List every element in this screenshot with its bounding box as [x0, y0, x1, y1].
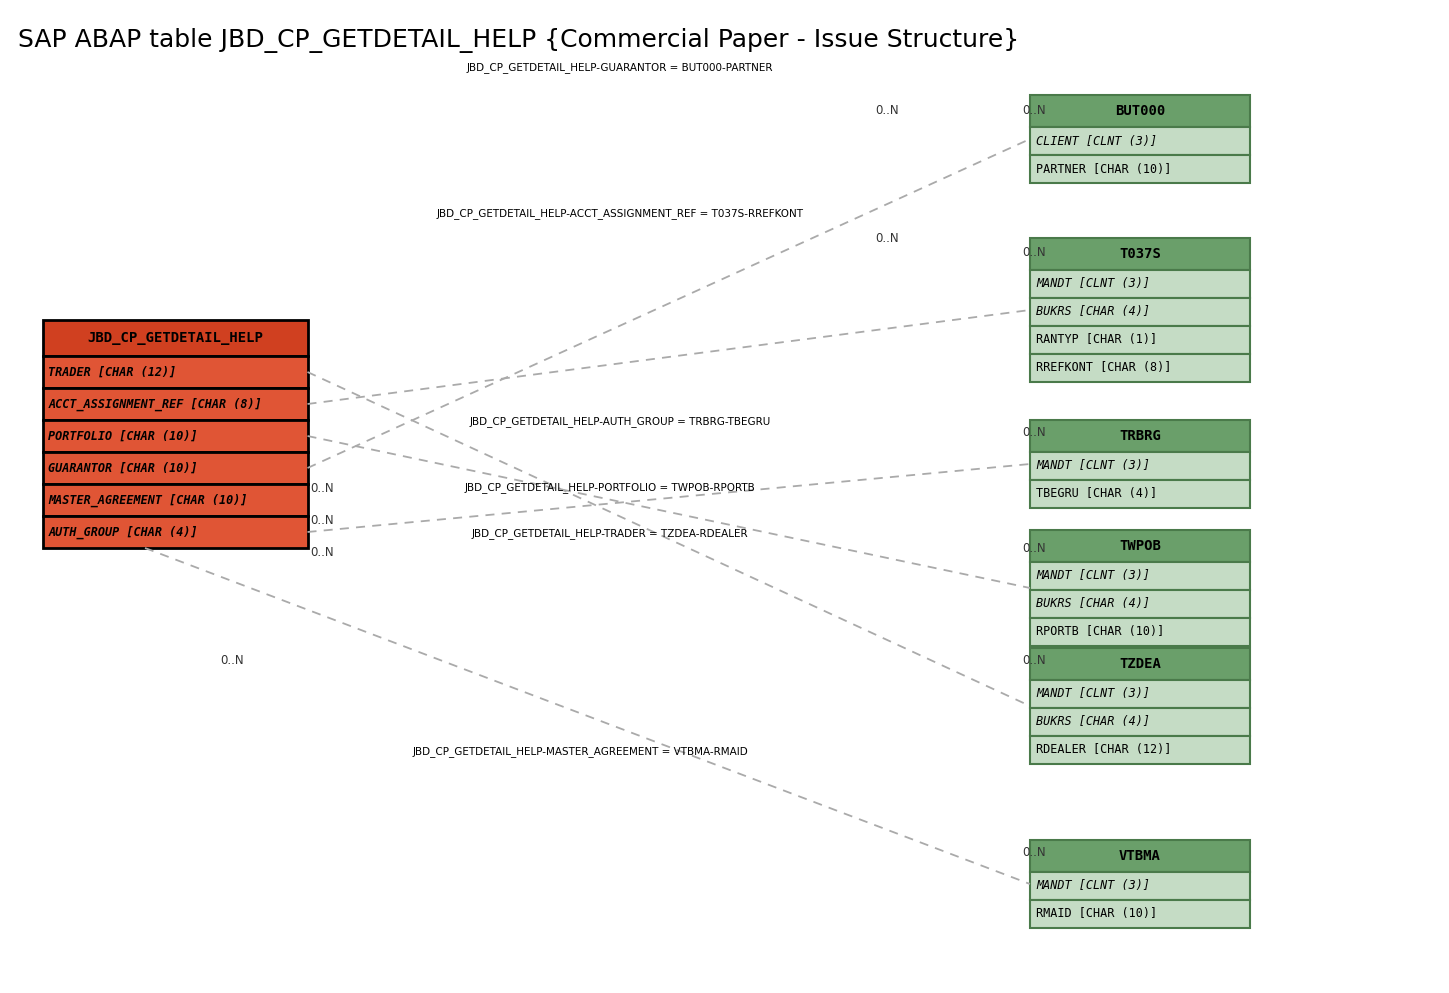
Text: 0..N: 0..N	[1022, 425, 1046, 439]
Bar	[1030, 95, 1250, 127]
Bar	[1030, 127, 1250, 155]
Bar	[42, 388, 307, 420]
Bar	[1030, 452, 1250, 480]
Text: VTBMA: VTBMA	[1119, 849, 1161, 863]
Text: RMAID [CHAR (10)]: RMAID [CHAR (10)]	[1036, 908, 1158, 921]
Text: GUARANTOR [CHAR (10)]: GUARANTOR [CHAR (10)]	[48, 462, 199, 475]
Text: MANDT [CLNT (3)]: MANDT [CLNT (3)]	[1036, 277, 1151, 291]
Bar	[1030, 840, 1250, 872]
Bar	[1030, 736, 1250, 764]
Text: TWPOB: TWPOB	[1119, 539, 1161, 553]
Bar	[42, 420, 307, 452]
Text: BUKRS [CHAR (4)]: BUKRS [CHAR (4)]	[1036, 598, 1151, 611]
Text: 0..N: 0..N	[1022, 246, 1046, 259]
Bar	[42, 356, 307, 388]
Text: JBD_CP_GETDETAIL_HELP-MASTER_AGREEMENT = VTBMA-RMAID: JBD_CP_GETDETAIL_HELP-MASTER_AGREEMENT =…	[412, 747, 748, 758]
Text: JBD_CP_GETDETAIL_HELP-GUARANTOR = BUT000-PARTNER: JBD_CP_GETDETAIL_HELP-GUARANTOR = BUT000…	[467, 63, 774, 73]
Bar	[1030, 562, 1250, 590]
Bar	[1030, 270, 1250, 298]
Bar	[1030, 708, 1250, 736]
Text: MANDT [CLNT (3)]: MANDT [CLNT (3)]	[1036, 570, 1151, 583]
Text: 0..N: 0..N	[875, 231, 898, 244]
Bar	[1030, 618, 1250, 646]
Text: JBD_CP_GETDETAIL_HELP-PORTFOLIO = TWPOB-RPORTB: JBD_CP_GETDETAIL_HELP-PORTFOLIO = TWPOB-…	[465, 483, 755, 494]
Bar	[1030, 298, 1250, 326]
Bar	[1030, 530, 1250, 562]
Text: RPORTB [CHAR (10)]: RPORTB [CHAR (10)]	[1036, 626, 1164, 638]
Text: 0..N: 0..N	[310, 513, 333, 526]
Text: MANDT [CLNT (3)]: MANDT [CLNT (3)]	[1036, 687, 1151, 700]
Bar	[1030, 872, 1250, 900]
Text: 0..N: 0..N	[1022, 845, 1046, 859]
Text: PORTFOLIO [CHAR (10)]: PORTFOLIO [CHAR (10)]	[48, 430, 199, 443]
Text: 0..N: 0..N	[1022, 541, 1046, 554]
Text: JBD_CP_GETDETAIL_HELP: JBD_CP_GETDETAIL_HELP	[87, 331, 262, 345]
Bar	[1030, 900, 1250, 928]
Text: 0..N: 0..N	[310, 545, 333, 558]
Bar	[1030, 480, 1250, 508]
Bar	[1030, 155, 1250, 183]
Text: RREFKONT [CHAR (8)]: RREFKONT [CHAR (8)]	[1036, 361, 1171, 374]
Text: MANDT [CLNT (3)]: MANDT [CLNT (3)]	[1036, 460, 1151, 473]
Text: BUKRS [CHAR (4)]: BUKRS [CHAR (4)]	[1036, 306, 1151, 319]
Text: JBD_CP_GETDETAIL_HELP-AUTH_GROUP = TRBRG-TBEGRU: JBD_CP_GETDETAIL_HELP-AUTH_GROUP = TRBRG…	[469, 416, 771, 427]
Text: JBD_CP_GETDETAIL_HELP-TRADER = TZDEA-RDEALER: JBD_CP_GETDETAIL_HELP-TRADER = TZDEA-RDE…	[472, 528, 748, 539]
Text: CLIENT [CLNT (3)]: CLIENT [CLNT (3)]	[1036, 134, 1158, 148]
Bar	[1030, 238, 1250, 270]
Text: TRADER [CHAR (12)]: TRADER [CHAR (12)]	[48, 365, 177, 378]
Text: MASTER_AGREEMENT [CHAR (10)]: MASTER_AGREEMENT [CHAR (10)]	[48, 494, 248, 506]
Text: AUTH_GROUP [CHAR (4)]: AUTH_GROUP [CHAR (4)]	[48, 525, 199, 538]
Text: ACCT_ASSIGNMENT_REF [CHAR (8)]: ACCT_ASSIGNMENT_REF [CHAR (8)]	[48, 397, 262, 411]
Text: RDEALER [CHAR (12)]: RDEALER [CHAR (12)]	[1036, 744, 1171, 757]
Text: 0..N: 0..N	[1022, 103, 1046, 116]
Text: 0..N: 0..N	[875, 103, 898, 116]
Bar	[1030, 354, 1250, 382]
Bar	[42, 452, 307, 484]
Text: PARTNER [CHAR (10)]: PARTNER [CHAR (10)]	[1036, 163, 1171, 176]
Text: 0..N: 0..N	[310, 482, 333, 495]
Bar	[1030, 680, 1250, 708]
Bar	[42, 320, 307, 356]
Bar	[1030, 326, 1250, 354]
Text: MANDT [CLNT (3)]: MANDT [CLNT (3)]	[1036, 880, 1151, 893]
Text: 0..N: 0..N	[220, 653, 243, 666]
Text: BUKRS [CHAR (4)]: BUKRS [CHAR (4)]	[1036, 716, 1151, 729]
Text: TRBRG: TRBRG	[1119, 429, 1161, 443]
Text: 0..N: 0..N	[1022, 653, 1046, 666]
Bar	[42, 516, 307, 548]
Text: TBEGRU [CHAR (4)]: TBEGRU [CHAR (4)]	[1036, 488, 1158, 500]
Bar	[1030, 420, 1250, 452]
Text: BUT000: BUT000	[1114, 104, 1165, 118]
Bar	[1030, 648, 1250, 680]
Text: JBD_CP_GETDETAIL_HELP-ACCT_ASSIGNMENT_REF = T037S-RREFKONT: JBD_CP_GETDETAIL_HELP-ACCT_ASSIGNMENT_RE…	[436, 209, 804, 219]
Text: TZDEA: TZDEA	[1119, 657, 1161, 671]
Bar	[1030, 590, 1250, 618]
Text: RANTYP [CHAR (1)]: RANTYP [CHAR (1)]	[1036, 334, 1158, 347]
Text: T037S: T037S	[1119, 247, 1161, 261]
Bar	[42, 484, 307, 516]
Text: SAP ABAP table JBD_CP_GETDETAIL_HELP {Commercial Paper - Issue Structure}: SAP ABAP table JBD_CP_GETDETAIL_HELP {Co…	[17, 28, 1019, 53]
